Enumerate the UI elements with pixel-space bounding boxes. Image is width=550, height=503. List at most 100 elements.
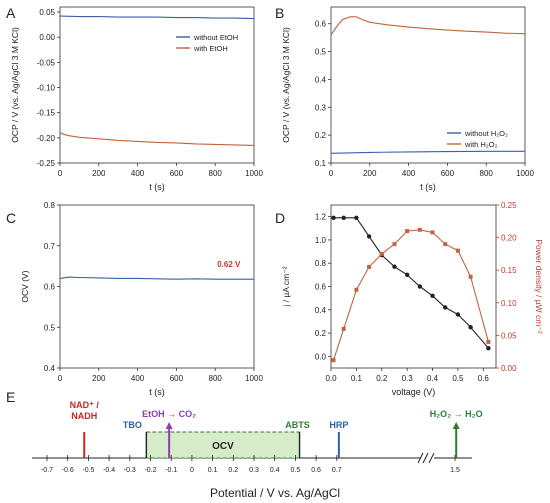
e-tick-label: -0.4 — [103, 467, 115, 474]
x-axis-label: voltage (V) — [392, 387, 436, 397]
x-tick-label: 0.0 — [325, 374, 337, 383]
y-tick-label: 0.2 — [315, 329, 327, 338]
legend-entry: with H₂O₂ — [464, 140, 498, 149]
x-tick-label: 0.2 — [376, 374, 388, 383]
e-tick-label: -0.5 — [82, 467, 94, 474]
data-point — [354, 287, 359, 292]
e-tick-label: 0.2 — [228, 467, 238, 474]
panel-A: 0 200 400 600 800 1000 -0.25 -0.20 -0.15 -0.10 -0.… — [10, 6, 263, 192]
x-tick-label: 1000 — [245, 169, 263, 178]
data-point — [417, 227, 422, 232]
y-tick-label: 0.1 — [315, 159, 327, 168]
panel-letter-B: B — [275, 5, 284, 21]
data-point — [455, 248, 460, 253]
x-tick-label: 0.3 — [402, 374, 414, 383]
e-tick-label: 0.5 — [291, 467, 301, 474]
data-point — [341, 215, 346, 221]
axis-break — [428, 452, 435, 464]
data-point — [443, 242, 448, 247]
marker-label: H₂O₂ → H₂O — [430, 409, 483, 419]
y-tick-label: 0.4 — [315, 306, 327, 315]
panel-C: 0 200 400 600 800 1000 0.4 0.5 0.6 0.7 0.8 t (s) OCV… — [20, 201, 263, 397]
legend-entry: without EtOH — [193, 33, 238, 42]
y-right-tick-label: 0.00 — [501, 364, 517, 373]
x-tick-label: 400 — [131, 169, 145, 178]
e-tick-label: 0 — [190, 467, 194, 474]
y-right-tick-label: 0.20 — [501, 234, 517, 243]
data-point — [468, 325, 473, 330]
x-tick-label: 0 — [329, 169, 334, 178]
data-point — [486, 346, 491, 351]
y-tick-label: 0.2 — [315, 131, 327, 140]
y-tick-label: 0.4 — [44, 364, 56, 373]
y-tick-label: 0.8 — [44, 201, 56, 210]
x-tick-label: 400 — [131, 374, 145, 383]
x-axis-label: t (s) — [149, 387, 165, 397]
x-tick-label: 0 — [58, 169, 63, 178]
x-axis-label: t (s) — [420, 182, 436, 192]
marker-label: NAD⁺ / — [70, 400, 100, 410]
data-point — [405, 229, 410, 234]
marker-label: TBO — [123, 420, 142, 430]
data-point — [366, 234, 372, 239]
x-tick-label: 0.4 — [427, 374, 439, 383]
data-point — [331, 215, 336, 221]
x-tick-label: 0 — [58, 374, 63, 383]
x-tick-label: 400 — [402, 169, 416, 178]
x-tick-label: 0.1 — [351, 374, 363, 383]
x-tick-label: 600 — [170, 169, 184, 178]
panel-B: 0 200 400 600 800 1000 0.1 0.2 0.3 0.4 0.5 0.6 t (s)… — [281, 6, 534, 192]
e-tick-label: 0.1 — [208, 467, 218, 474]
e-tick-label: -0.6 — [62, 467, 74, 474]
data-point — [392, 242, 397, 247]
y-tick-label: -0.15 — [37, 109, 56, 118]
e-tick-label: -0.2 — [144, 467, 156, 474]
y-tick-label: 0.00 — [39, 33, 55, 42]
x-tick-label: 200 — [363, 169, 377, 178]
x-tick-label: 1000 — [245, 374, 263, 383]
marker-label-2: NADH — [71, 411, 97, 421]
panel-D: 0.0 0.1 0.2 0.3 0.4 0.5 0.6 0.0 0.2 0.4 0.6 0.8 1.0 1… — [281, 201, 544, 397]
legend-entry: without H₂O₂ — [464, 129, 508, 138]
y-right-tick-label: 0.05 — [501, 331, 517, 340]
data-point — [417, 284, 423, 289]
y-axis-label: OCP / V (vs. Ag/AgCl 3 M KCl) — [281, 27, 291, 143]
y-tick-label: 0.6 — [315, 20, 327, 29]
series-line-1 — [330, 16, 526, 36]
data-point — [430, 230, 435, 235]
x-tick-label: 800 — [480, 169, 494, 178]
x-tick-label: 0.5 — [452, 374, 464, 383]
x-tick-label: 1000 — [516, 169, 534, 178]
panel-letter-C: C — [6, 210, 16, 226]
y-tick-label: -0.25 — [37, 159, 56, 168]
y-axis-label: j / µA cm⁻² — [281, 266, 291, 307]
y-tick-label: 1.0 — [315, 236, 327, 245]
series-line-0 — [333, 217, 489, 349]
e-tick-label: -0.1 — [165, 467, 177, 474]
y-tick-label: 0.3 — [315, 103, 327, 112]
x-tick-label: 600 — [441, 169, 455, 178]
e-axis-label: Potential / V vs. Ag/AgCl — [210, 486, 340, 500]
panel-letter-E: E — [6, 389, 15, 405]
y-axis-label: OCV (V) — [20, 270, 30, 302]
data-point — [404, 272, 410, 278]
x-tick-label: 600 — [170, 374, 184, 383]
plot-frame — [59, 204, 255, 369]
e-tick-label: 0.7 — [332, 467, 342, 474]
e-tick-label: 0.4 — [270, 467, 280, 474]
annotation-text: 0.62 V — [217, 260, 241, 269]
marker-arrow-head — [452, 422, 460, 429]
marker-label: HRP — [329, 420, 348, 430]
y-tick-label: 0.8 — [315, 259, 327, 268]
y-tick-label: 0.7 — [44, 242, 56, 251]
x-tick-label: 200 — [92, 374, 106, 383]
axis-break — [417, 452, 429, 464]
x-tick-label: 800 — [209, 374, 223, 383]
y-tick-label: -0.10 — [37, 84, 56, 93]
y-right-tick-label: 0.25 — [501, 201, 517, 210]
data-point — [392, 264, 397, 269]
data-point — [486, 339, 491, 344]
y-tick-label: 0.0 — [315, 352, 327, 361]
data-point — [331, 358, 336, 363]
